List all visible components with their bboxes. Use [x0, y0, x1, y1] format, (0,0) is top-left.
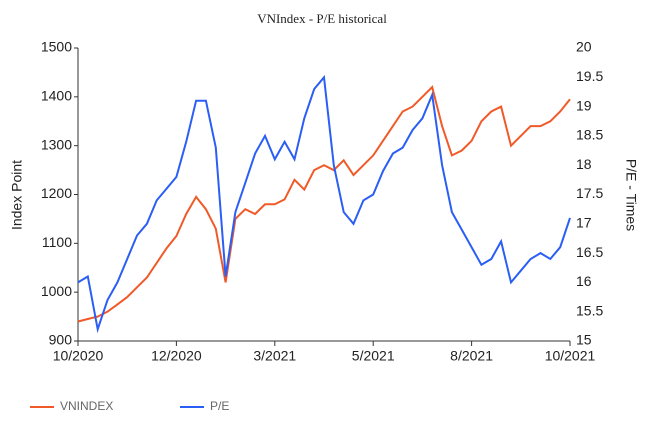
series-line [77, 85, 571, 323]
y2-tick-label: 17.5 [576, 185, 603, 201]
y2-axis-label: P/E - Times [623, 159, 639, 231]
y2-tick-label: 19 [576, 97, 592, 113]
series-line [77, 74, 571, 334]
y2-tick-label: 17 [576, 215, 592, 231]
legend-label: P/E [210, 399, 229, 413]
y-tick-label: 1100 [42, 234, 72, 250]
y2-tick-label: 15 [576, 332, 592, 348]
y-tick-label: 1400 [41, 88, 72, 104]
y2-tick-label: 20 [576, 39, 592, 55]
y2-tick-label: 16.5 [576, 244, 603, 260]
y2-tick-label: 15.5 [576, 302, 603, 318]
x-tick-label: 8/2021 [450, 348, 493, 364]
y2-tick-label: 19.5 [576, 68, 603, 84]
y-axis-label: Index Point [9, 160, 25, 230]
x-tick-label: 10/2020 [53, 348, 104, 364]
y-tick-label: 1200 [41, 185, 72, 201]
chart-title: VNIndex - P/E historical [257, 11, 387, 26]
x-tick-label: 10/2021 [545, 348, 596, 364]
y-tick-label: 1500 [41, 39, 72, 55]
x-tick-label: 12/2020 [151, 348, 202, 364]
x-tick-label: 5/2021 [352, 348, 395, 364]
y-tick-label: 1000 [41, 283, 72, 299]
x-tick-label: 3/2021 [253, 348, 296, 364]
y-tick-label: 1300 [41, 136, 72, 152]
legend-label: VNINDEX [60, 399, 113, 413]
y2-tick-label: 18 [576, 156, 592, 172]
y2-tick-label: 18.5 [576, 127, 603, 143]
y-tick-label: 900 [49, 332, 73, 348]
y2-tick-label: 16 [576, 273, 592, 289]
